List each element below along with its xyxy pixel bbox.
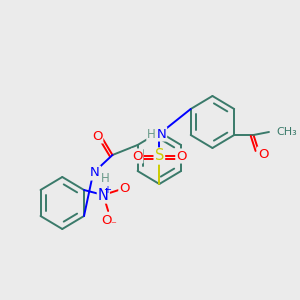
Text: H: H: [100, 172, 109, 184]
Text: ⁻: ⁻: [110, 220, 116, 230]
Text: N: N: [98, 188, 109, 202]
Text: +: +: [103, 185, 111, 195]
Text: N: N: [90, 167, 100, 179]
Text: O: O: [258, 148, 268, 160]
Text: O: O: [132, 149, 142, 163]
Text: O: O: [101, 214, 112, 226]
Text: CH₃: CH₃: [277, 127, 297, 137]
Text: H: H: [147, 128, 156, 140]
Text: N: N: [156, 128, 166, 140]
Text: O: O: [92, 130, 102, 142]
Text: O: O: [176, 149, 187, 163]
Text: O: O: [119, 182, 130, 194]
Text: S: S: [154, 148, 164, 164]
